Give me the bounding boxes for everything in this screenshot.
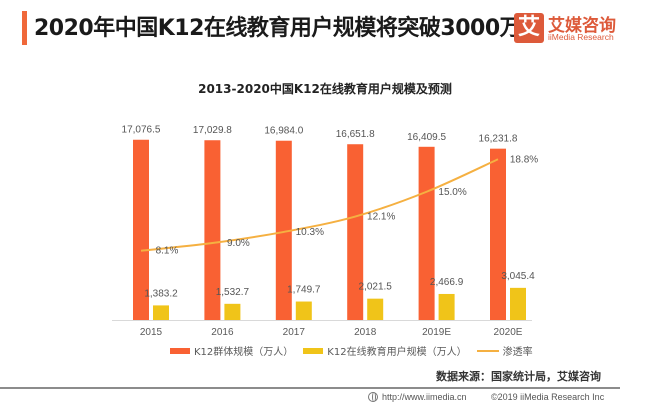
footer-url-text[interactable]: http://www.iimedia.cn (382, 392, 467, 402)
data-label-penetration: 8.1% (156, 246, 179, 257)
chart-legend: K12群体规模（万人） K12在线教育用户规模（万人） 渗透率 (170, 343, 543, 358)
bar-online-users (510, 287, 526, 320)
legend-label: 渗透率 (502, 347, 533, 358)
chart-title: 2013-2020中国K12在线教育用户规模及预测 (198, 82, 452, 96)
footer-divider (0, 387, 620, 389)
x-tick-label: 2018 (354, 327, 377, 338)
data-label-penetration: 15.0% (438, 187, 466, 198)
page-title: 2020年中国K12在线教育用户规模将突破3000万人 (34, 16, 543, 41)
data-label-k12-population: 16,231.8 (479, 134, 518, 145)
legend-item-k12-population: K12群体规模（万人） (170, 343, 293, 358)
bar-online-users (224, 303, 241, 320)
logo-text-en: iiMedia Research (548, 32, 614, 42)
data-label-k12-population: 17,029.8 (193, 125, 232, 136)
penetration-rate-line (140, 158, 499, 252)
footer-copyright: ©2019 iiMedia Research Inc (491, 392, 605, 402)
x-tick-label: 2017 (283, 327, 306, 338)
bar-k12-population (347, 144, 364, 320)
data-source: 数据来源：国家统计局，艾媒咨询 (436, 370, 601, 383)
x-tick-label: 2015 (140, 327, 163, 338)
bar-online-users (438, 293, 455, 320)
footer-url: http://www.iimedia.cn (368, 392, 467, 402)
title-accent-bar (22, 11, 27, 45)
bar-k12-population (490, 148, 506, 320)
bar-k12-population (133, 139, 149, 320)
legend-swatch-line (476, 349, 499, 352)
bar-k12-population (418, 146, 435, 320)
legend-item-penetration: 渗透率 (476, 343, 533, 358)
data-label-online-users: 1,532.7 (216, 287, 250, 298)
x-tick-label: 2019E (422, 327, 451, 338)
data-label-k12-population: 16,984.0 (264, 126, 303, 137)
legend-swatch-orange (170, 347, 190, 354)
data-label-penetration: 12.1% (367, 212, 395, 223)
x-tick-label: 2016 (211, 327, 234, 338)
data-label-k12-population: 17,076.5 (122, 125, 161, 136)
data-label-k12-population: 16,651.8 (336, 129, 375, 140)
globe-icon (368, 392, 378, 402)
iimedia-logo: 艾 艾媒咨询 iiMedia Research (514, 13, 634, 45)
bar-online-users (295, 301, 312, 320)
data-label-online-users: 1,383.2 (144, 288, 178, 299)
bar-k12-population (275, 140, 292, 320)
legend-swatch-yellow (303, 347, 324, 354)
data-label-online-users: 2,466.9 (430, 277, 464, 288)
bar-online-users (367, 298, 384, 320)
bar-online-users (153, 305, 169, 320)
x-tick-label: 2020E (494, 327, 523, 338)
legend-label: K12群体规模（万人） (194, 347, 294, 358)
logo-text-cn: 艾媒咨询 (548, 16, 616, 36)
data-label-online-users: 1,749.7 (287, 285, 321, 296)
legend-item-online-users: K12在线教育用户规模（万人） (303, 343, 467, 358)
data-label-penetration: 18.8% (510, 154, 538, 165)
data-label-k12-population: 16,409.5 (407, 132, 446, 143)
data-label-penetration: 9.0% (227, 238, 250, 249)
data-label-online-users: 2,021.5 (359, 282, 393, 293)
legend-label: K12在线教育用户规模（万人） (327, 347, 467, 358)
data-label-online-users: 3,045.4 (501, 271, 535, 282)
bar-k12-population (204, 140, 221, 320)
logo-icon: 艾 (514, 13, 544, 43)
data-label-penetration: 10.3% (296, 227, 324, 238)
